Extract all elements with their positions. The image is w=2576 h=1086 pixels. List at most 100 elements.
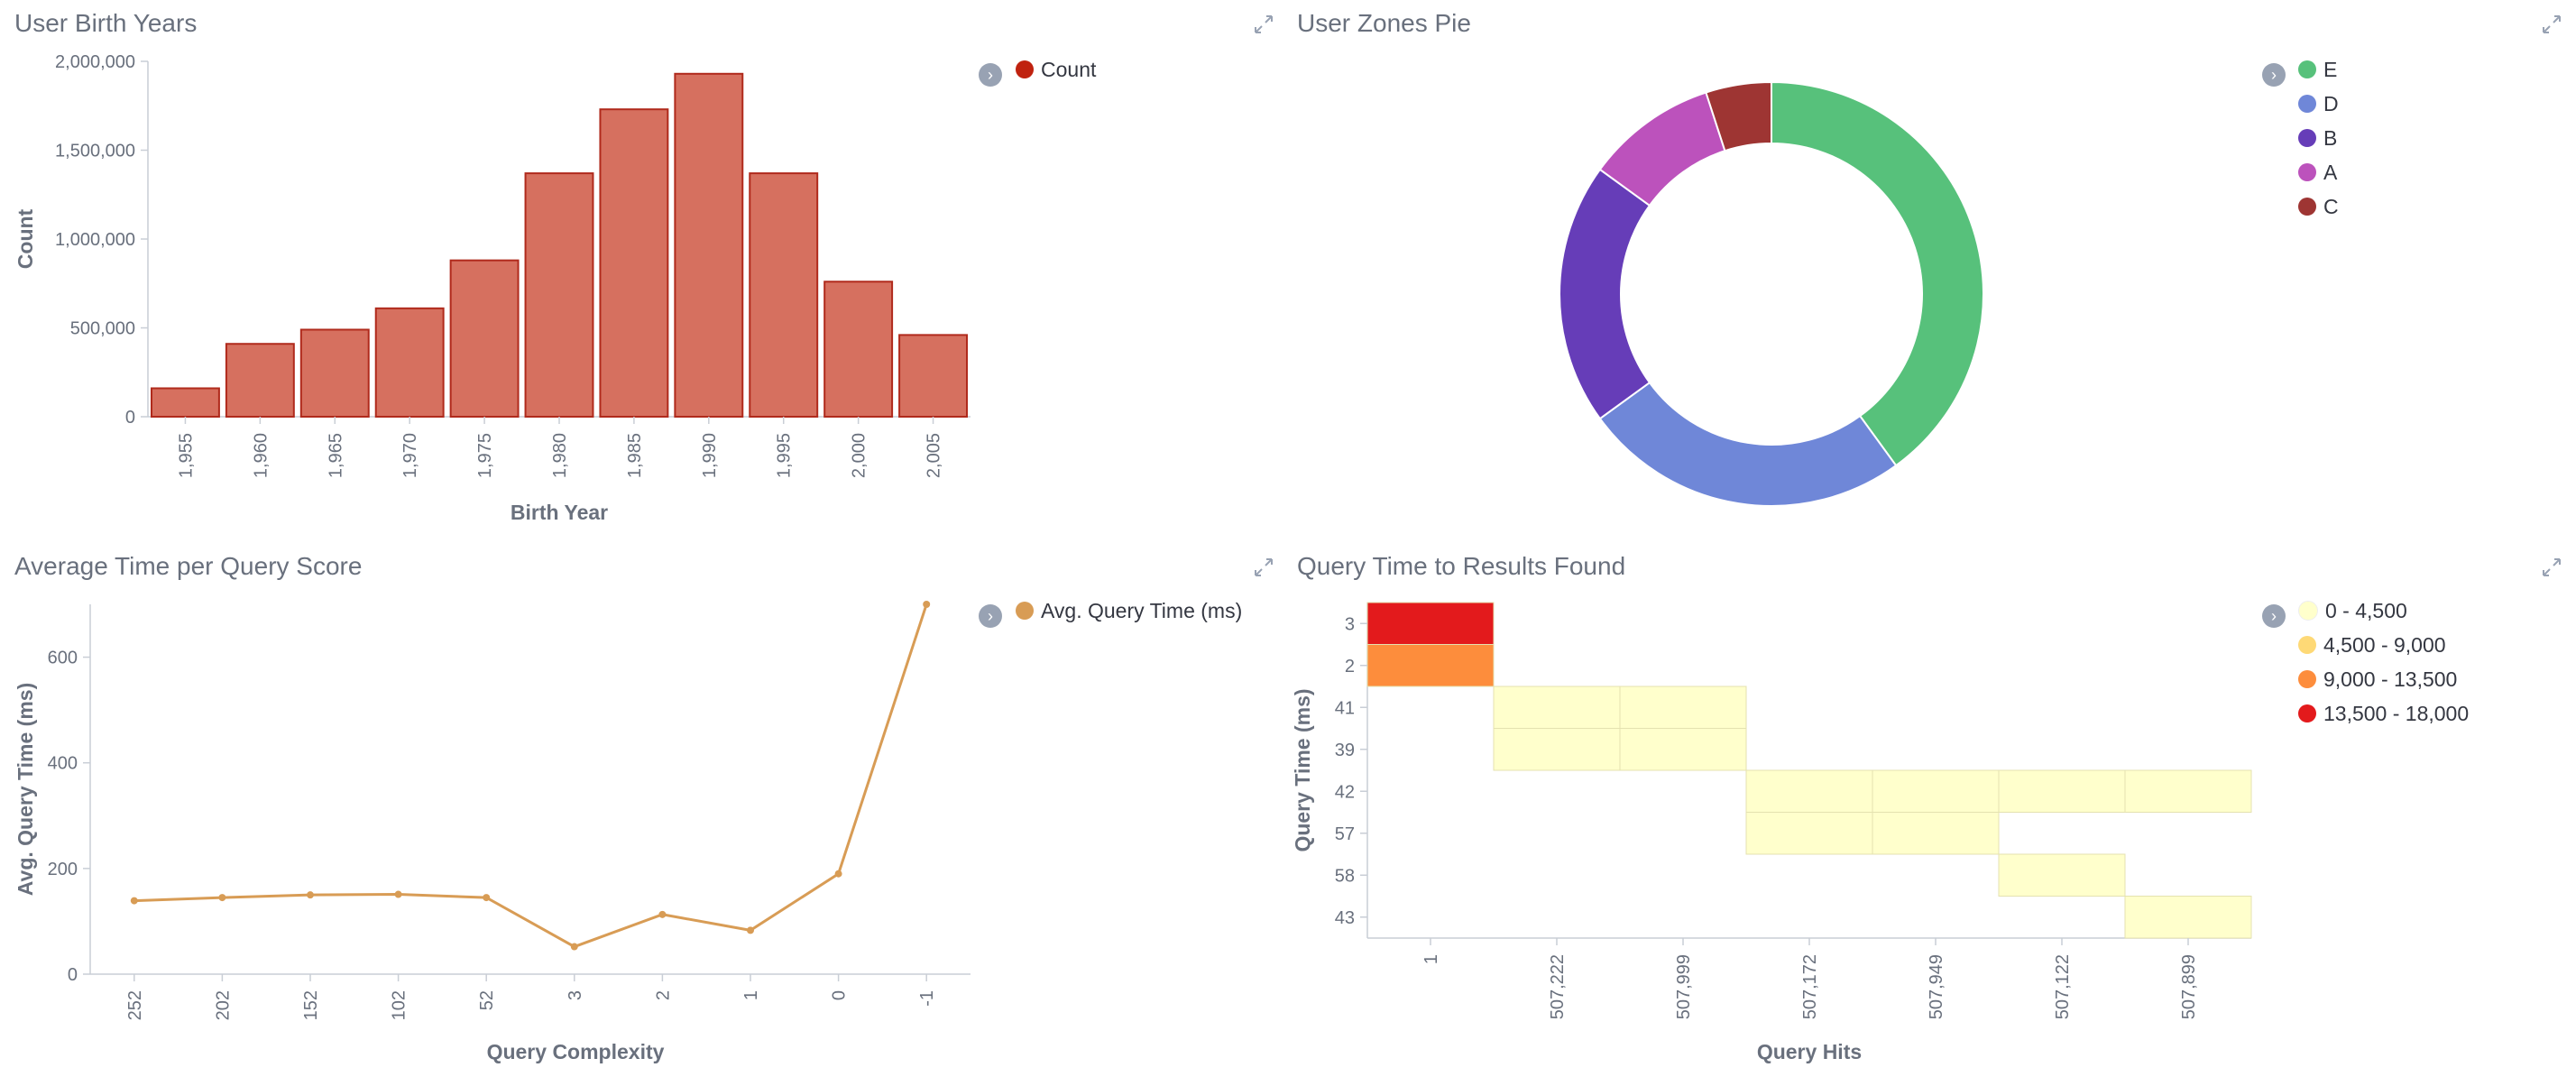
legend-item[interactable]: Avg. Query Time (ms): [1016, 594, 1242, 628]
legend-dot: [2298, 704, 2316, 722]
legend-label: B: [2323, 126, 2338, 150]
x-tick-label: 1: [1421, 954, 1441, 964]
bar: [749, 172, 819, 419]
data-point: [218, 894, 226, 902]
panel-title: User Zones Pie: [1297, 9, 1471, 37]
bar: [374, 307, 445, 418]
legend-item[interactable]: D: [2298, 87, 2339, 121]
legend-item[interactable]: A: [2298, 155, 2339, 189]
data-point: [394, 890, 402, 898]
x-axis-title: Query Complexity: [487, 1040, 665, 1063]
legend-item[interactable]: 0 - 4,500: [2298, 594, 2469, 628]
x-axis-title: Query Hits: [1757, 1040, 1862, 1063]
y-tick-label: 43: [1335, 908, 1355, 928]
data-point: [834, 870, 842, 878]
bar: [823, 281, 894, 418]
legend-label: Avg. Query Time (ms): [1041, 599, 1243, 622]
expand-icon[interactable]: [1254, 14, 1274, 34]
legend-label: 13,500 - 18,000: [2323, 702, 2470, 725]
bar: [898, 334, 968, 419]
pie-slice-C: [1705, 80, 1772, 152]
bar: [599, 108, 669, 418]
pie-slice-D: [1598, 381, 1898, 507]
bar: [225, 343, 295, 419]
heatmap-cell: [1493, 728, 1621, 771]
x-axis-title: Birth Year: [511, 501, 608, 524]
legend-dot: [2298, 636, 2316, 654]
x-tick-label: 1: [741, 990, 761, 1000]
legend: Avg. Query Time (ms): [1016, 594, 1242, 628]
y-axis-title: Count: [14, 208, 37, 269]
x-tick-label: 3: [566, 990, 585, 1000]
y-tick-label: 500,000: [70, 319, 135, 339]
legend: 0 - 4,500 4,500 - 9,000 9,000 - 13,500 1…: [2298, 594, 2469, 731]
x-tick-label: 102: [390, 990, 409, 1020]
y-tick-label: 1,000,000: [55, 230, 135, 250]
pie-slice-B: [1558, 168, 1651, 420]
x-tick-label: 507,222: [1548, 954, 1568, 1019]
x-tick-label: 202: [213, 990, 233, 1020]
x-tick-label: 2,005: [925, 433, 944, 478]
data-point: [130, 897, 138, 905]
legend-label: 4,500 - 9,000: [2323, 633, 2446, 657]
heatmap-cell: [1745, 769, 1873, 813]
x-tick-label: 507,172: [1800, 954, 1820, 1019]
data-point: [658, 910, 667, 918]
y-tick-label: 0: [125, 408, 135, 428]
legend-label: 0 - 4,500: [2325, 599, 2407, 622]
legend-label: 9,000 - 13,500: [2323, 667, 2458, 691]
heatmap-cell: [1493, 686, 1621, 729]
heatmap-cell: [2124, 896, 2252, 939]
chevron-right-icon[interactable]: ›: [979, 63, 1002, 87]
panel-title: Average Time per Query Score: [14, 552, 363, 580]
chevron-right-icon[interactable]: ›: [2262, 604, 2286, 628]
bar: [524, 172, 594, 419]
legend-dot: [2298, 163, 2316, 181]
panel-query-time-to-results: Query Time to Results Found 3 2 41 39 42 57 58…: [1288, 543, 2576, 1086]
legend-label: A: [2323, 161, 2338, 184]
expand-icon[interactable]: [2542, 14, 2562, 34]
x-tick-label: 152: [301, 990, 321, 1020]
expand-icon[interactable]: [1254, 557, 1274, 577]
heatmap-cell: [1872, 812, 2000, 855]
y-tick-label: 2: [1345, 657, 1355, 676]
heatmap-cell: [1745, 812, 1873, 855]
legend-item[interactable]: B: [2298, 121, 2339, 155]
panel-avg-time-per-query-score: Average Time per Query Score 0 200 400 600 2…: [0, 543, 1288, 1086]
y-tick-label: 400: [48, 754, 78, 774]
y-tick-label: 600: [48, 649, 78, 668]
chevron-right-icon[interactable]: ›: [979, 604, 1002, 628]
legend-dot: [1016, 602, 1034, 620]
data-point: [307, 891, 314, 899]
x-tick-label: 1,980: [550, 433, 570, 478]
y-tick-label: 0: [68, 965, 78, 985]
heatmap-cell: [2124, 769, 2252, 813]
x-tick-label: 2,000: [850, 433, 869, 478]
legend-item[interactable]: 4,500 - 9,000: [2298, 628, 2469, 662]
x-tick-label: 52: [477, 990, 497, 1010]
data-point: [483, 894, 491, 902]
y-axis-title: Avg. Query Time (ms): [14, 683, 37, 896]
legend-dot: [2298, 601, 2318, 621]
legend-dot: [2298, 60, 2316, 78]
panel-user-zones-pie: User Zones Pie › E D B A C: [1288, 0, 2576, 543]
x-tick-label: 252: [125, 990, 145, 1020]
legend-dot: [2298, 95, 2316, 113]
legend-item[interactable]: C: [2298, 189, 2339, 224]
expand-icon[interactable]: [2542, 557, 2562, 577]
legend-item[interactable]: 13,500 - 18,000: [2298, 696, 2469, 731]
legend-item[interactable]: E: [2298, 52, 2339, 87]
panel-title: User Birth Years: [14, 9, 198, 37]
legend: E D B A C: [2298, 52, 2339, 224]
bar: [299, 328, 370, 418]
x-tick-label: 1,955: [176, 433, 196, 478]
legend-item[interactable]: 9,000 - 13,500: [2298, 662, 2469, 696]
x-tick-label: 1,970: [400, 433, 420, 478]
legend-item[interactable]: Count: [1016, 52, 1096, 87]
chevron-right-icon[interactable]: ›: [2262, 63, 2286, 87]
x-tick-label: 507,122: [2053, 954, 2073, 1019]
bar: [674, 72, 744, 418]
legend-label: D: [2323, 92, 2339, 115]
legend-dot: [2298, 670, 2316, 688]
x-tick-label: 1,975: [475, 433, 495, 478]
